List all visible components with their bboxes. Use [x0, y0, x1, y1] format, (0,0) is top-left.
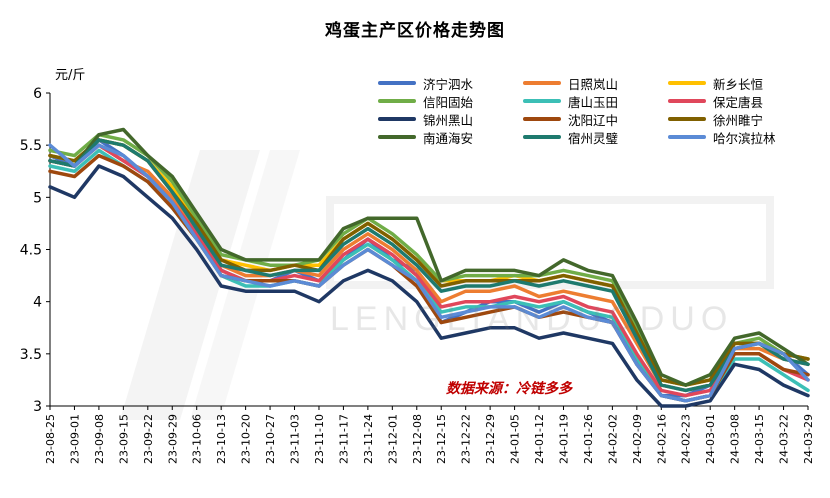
watermark-text: LENGLIANDUODUO [330, 300, 734, 338]
x-tick-label: 23-10-13 [215, 414, 228, 464]
legend-label: 保定唐县 [713, 95, 764, 110]
x-tick-label: 24-03-08 [729, 414, 742, 464]
x-tick-label: 24-01-19 [557, 414, 570, 464]
y-tick-label: 6 [33, 86, 42, 102]
legend-swatch [378, 117, 416, 121]
axes: 6 5.5 5 4.5 4 3.5 323-08-25 23-09-01 23-09-08 23-… [20, 86, 815, 464]
legend-swatch [523, 117, 561, 121]
series-lines [48, 127, 810, 408]
x-tick-label: 23-09-29 [166, 414, 179, 464]
legend-label: 济宁泗水 [423, 77, 474, 92]
x-tick-label: 24-01-26 [582, 414, 595, 464]
legend-label: 新乡长恒 [713, 77, 764, 92]
x-tick-label: 23-12-29 [484, 414, 497, 464]
x-tick-label: 23-12-01 [386, 414, 399, 464]
watermark-shape [120, 150, 260, 420]
y-tick-label: 5 [33, 190, 42, 206]
series-line-南通海安 [48, 127, 810, 387]
x-tick-label: 23-12-08 [411, 414, 424, 464]
legend-swatch [378, 81, 416, 85]
y-tick-label: 4.5 [20, 243, 42, 259]
legend-swatch [668, 81, 706, 85]
y-tick-label: 3.5 [20, 347, 42, 363]
x-tick-label: 24-01-12 [533, 414, 546, 464]
legend-swatch [523, 81, 561, 85]
legend-label: 宿州灵璧 [568, 131, 619, 146]
legend-swatch [668, 117, 706, 121]
x-tick-label: 24-03-15 [753, 414, 766, 464]
legend-swatch [523, 99, 561, 103]
series-line-宿州灵璧 [48, 138, 810, 393]
y-tick-label: 4 [33, 295, 42, 311]
x-tick-label: 24-02-23 [680, 414, 693, 464]
legend-label: 沈阳辽中 [568, 113, 619, 128]
data-source-note: 数据来源：冷链多多 [446, 381, 572, 397]
legend-label: 哈尔滨拉林 [713, 131, 776, 146]
x-tick-label: 24-02-16 [655, 414, 668, 464]
chart-title: 鸡蛋主产区价格走势图 [325, 21, 505, 41]
series-line-锦州黑山 [48, 164, 810, 408]
x-tick-label: 23-12-15 [435, 414, 448, 464]
x-tick-label: 24-02-02 [606, 414, 619, 464]
x-tick-label: 23-10-20 [240, 414, 253, 464]
legend-label: 锦州黑山 [423, 113, 474, 128]
x-tick-label: 23-09-01 [68, 414, 81, 464]
x-tick-label: 23-09-15 [117, 414, 130, 464]
x-tick-label: 24-03-01 [704, 414, 717, 464]
legend-swatch [378, 99, 416, 103]
x-tick-label: 23-11-03 [289, 414, 302, 464]
legend-label: 唐山玉田 [568, 95, 619, 110]
x-tick-label: 24-03-22 [778, 414, 791, 464]
y-tick-label: 3 [33, 399, 42, 415]
x-tick-label: 23-11-10 [313, 414, 326, 464]
series-line-哈尔滨拉林 [48, 143, 810, 403]
y-axis-unit-label: 元/斤 [55, 68, 86, 83]
legend-label: 南通海安 [423, 131, 474, 146]
x-tick-label: 23-11-24 [362, 414, 375, 464]
legend-swatch [523, 135, 561, 139]
x-tick-label: 23-12-22 [460, 414, 473, 464]
x-tick-label: 23-09-22 [142, 414, 155, 464]
x-tick-label: 23-08-25 [44, 414, 57, 464]
x-tick-label: 23-10-27 [264, 414, 277, 464]
x-tick-label: 23-09-08 [93, 414, 106, 464]
legend-swatch [668, 135, 706, 139]
legend-label: 信阳固始 [423, 95, 474, 110]
legend-label: 徐州睢宁 [713, 113, 764, 128]
legend-swatch [668, 99, 706, 103]
x-tick-label: 23-10-06 [191, 414, 204, 464]
legend-label: 日照岚山 [568, 77, 619, 92]
x-tick-label: 24-03-29 [802, 414, 815, 464]
x-tick-label: 24-02-09 [631, 414, 644, 464]
x-tick-label: 24-01-05 [509, 414, 522, 464]
y-tick-label: 5.5 [20, 138, 42, 154]
legend-swatch [378, 135, 416, 139]
x-tick-label: 23-11-17 [337, 414, 350, 464]
